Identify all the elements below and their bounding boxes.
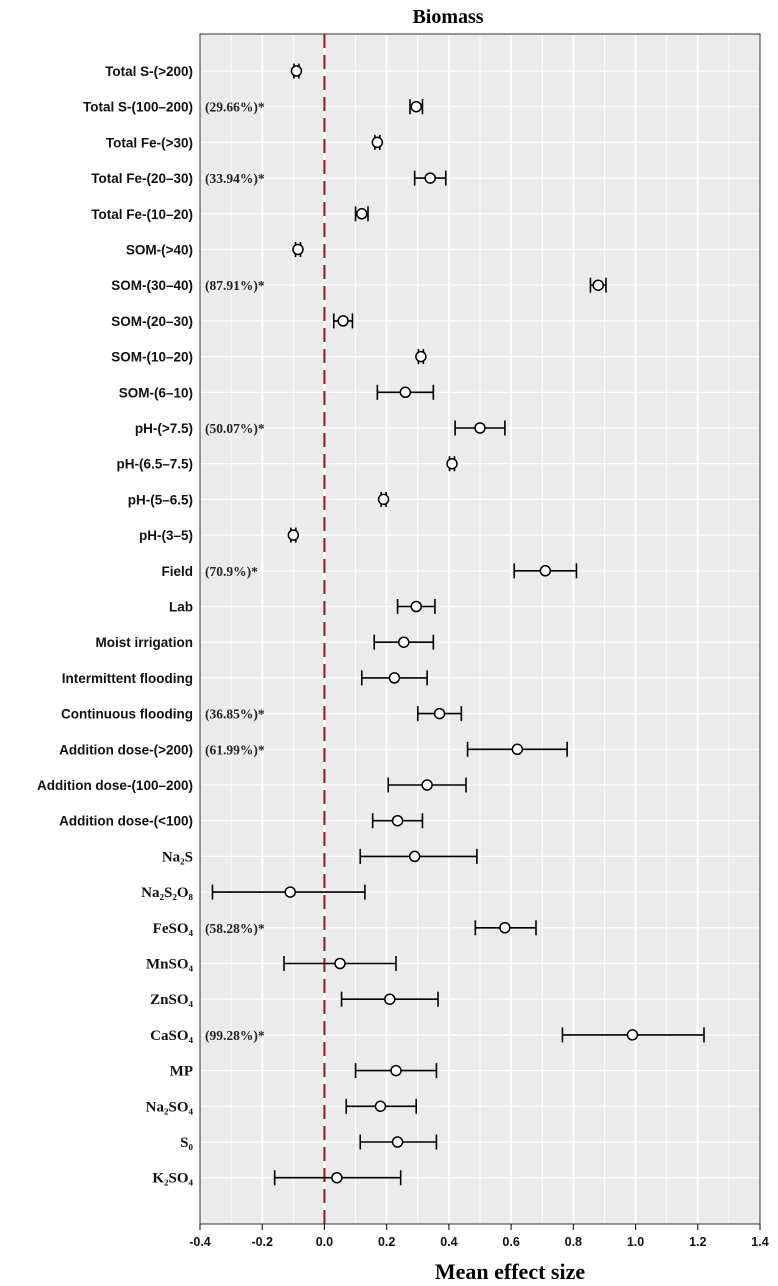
effect-point xyxy=(390,1064,402,1077)
percent-annotation: (61.99%)* xyxy=(205,742,265,757)
effect-point xyxy=(446,457,458,470)
effect-point xyxy=(356,208,368,220)
category-label: Total Fe-(>30) xyxy=(106,135,193,150)
category-label: Lab xyxy=(169,600,193,615)
category-label: pH-(3–5) xyxy=(139,528,193,543)
percent-annotation: (87.91%)* xyxy=(205,278,265,293)
category-label: Na₂SO₄ xyxy=(146,1099,194,1115)
x-tick-label: -0.4 xyxy=(189,1235,211,1249)
effect-point xyxy=(290,65,303,77)
category-label: MnSO₄ xyxy=(146,957,194,973)
category-label: pH-(5–6.5) xyxy=(128,492,193,507)
effect-point xyxy=(374,1100,387,1113)
category-label: S₀ xyxy=(180,1135,193,1151)
effect-point xyxy=(539,565,552,577)
effect-point xyxy=(399,386,412,399)
category-label: Total Fe-(20–30) xyxy=(91,171,193,186)
category-label: Intermittent flooding xyxy=(62,671,193,686)
category-label: Na₂S xyxy=(162,849,193,865)
effect-point xyxy=(499,922,511,934)
percent-annotation: (33.94%)* xyxy=(205,171,265,186)
category-labels: Total S-(>200) Total S-(100–200) Total Fe-… xyxy=(37,64,194,1187)
effect-point xyxy=(410,600,422,613)
effect-point xyxy=(415,350,427,363)
effect-point xyxy=(511,743,524,756)
effect-point xyxy=(592,279,604,291)
effect-point xyxy=(421,779,433,791)
effect-point xyxy=(424,172,436,184)
category-label: pH-(>7.5) xyxy=(135,421,193,436)
x-tick-label: 0.6 xyxy=(502,1235,519,1249)
effect-point xyxy=(391,814,404,827)
effect-point xyxy=(292,243,304,256)
effect-point xyxy=(388,672,401,684)
x-tick-label: 1.0 xyxy=(627,1235,644,1249)
x-tick-label: 0.0 xyxy=(316,1235,333,1249)
chart-title: Biomass xyxy=(412,6,483,28)
category-label: SOM-(20–30) xyxy=(111,314,193,329)
plot-area: (29.66%)* (33.94%)* (87.91%)* (50.07%)* (70.… xyxy=(199,33,761,1225)
category-label: SOM-(6–10) xyxy=(119,385,193,400)
category-label: Total S-(>200) xyxy=(105,64,193,79)
effect-point xyxy=(408,850,421,863)
percent-annotation: (58.28%)* xyxy=(205,921,265,936)
x-tick-label: 1.4 xyxy=(751,1235,768,1249)
effect-point xyxy=(474,422,486,434)
x-tick-label: 1.2 xyxy=(689,1235,706,1249)
x-tick-label: 0.8 xyxy=(565,1235,582,1249)
category-label: Total S-(100–200) xyxy=(83,100,193,115)
effect-point xyxy=(371,136,384,149)
category-label: ZnSO₄ xyxy=(150,992,193,1008)
category-label: Total Fe-(10–20) xyxy=(91,207,193,222)
category-label: FeSO₄ xyxy=(153,921,194,937)
effect-point xyxy=(287,529,300,541)
effect-point xyxy=(377,493,390,506)
x-tick-label: 0.2 xyxy=(378,1235,395,1249)
category-label: MP xyxy=(170,1064,193,1080)
percent-annotation: (36.85%)* xyxy=(205,707,265,722)
percent-annotation: (29.66%)* xyxy=(205,100,265,115)
effect-point xyxy=(337,315,349,327)
category-label: Field xyxy=(161,564,193,579)
effect-point xyxy=(398,636,410,648)
effect-point xyxy=(410,100,422,113)
category-label: Addition dose-(100–200) xyxy=(37,778,193,793)
percent-annotation: (99.28%)* xyxy=(205,1028,265,1043)
category-label: pH-(6.5–7.5) xyxy=(116,457,193,472)
category-label: Addition dose-(>200) xyxy=(59,742,193,757)
category-label: K₂SO₄ xyxy=(152,1171,193,1187)
category-label: SOM-(30–40) xyxy=(111,278,193,293)
effect-point xyxy=(626,1029,639,1041)
x-axis-label: Mean effect size xyxy=(435,1259,585,1284)
category-label: SOM-(>40) xyxy=(126,243,193,258)
effect-point xyxy=(384,993,396,1005)
category-label: Na₂S₂O₈ xyxy=(141,885,193,901)
category-label: Continuous flooding xyxy=(61,707,193,722)
effect-point xyxy=(391,1136,404,1148)
effect-point xyxy=(331,1171,343,1184)
effect-point xyxy=(433,707,446,720)
x-axis: -0.4 -0.2 0.0 0.2 0.4 0.6 0.8 1.0 1.2 1.4 xyxy=(189,1224,769,1249)
effect-point xyxy=(334,957,346,970)
percent-annotation: (50.07%)* xyxy=(205,421,265,436)
percent-annotation: (70.9%)* xyxy=(205,564,258,579)
category-label: Moist irrigation xyxy=(96,635,194,650)
category-label: Addition dose-(<100) xyxy=(59,814,193,829)
x-tick-label: -0.2 xyxy=(251,1235,273,1249)
category-label: CaSO₄ xyxy=(150,1028,193,1044)
effect-point xyxy=(284,886,296,898)
x-tick-label: 0.4 xyxy=(440,1235,457,1249)
category-label: SOM-(10–20) xyxy=(111,350,193,365)
